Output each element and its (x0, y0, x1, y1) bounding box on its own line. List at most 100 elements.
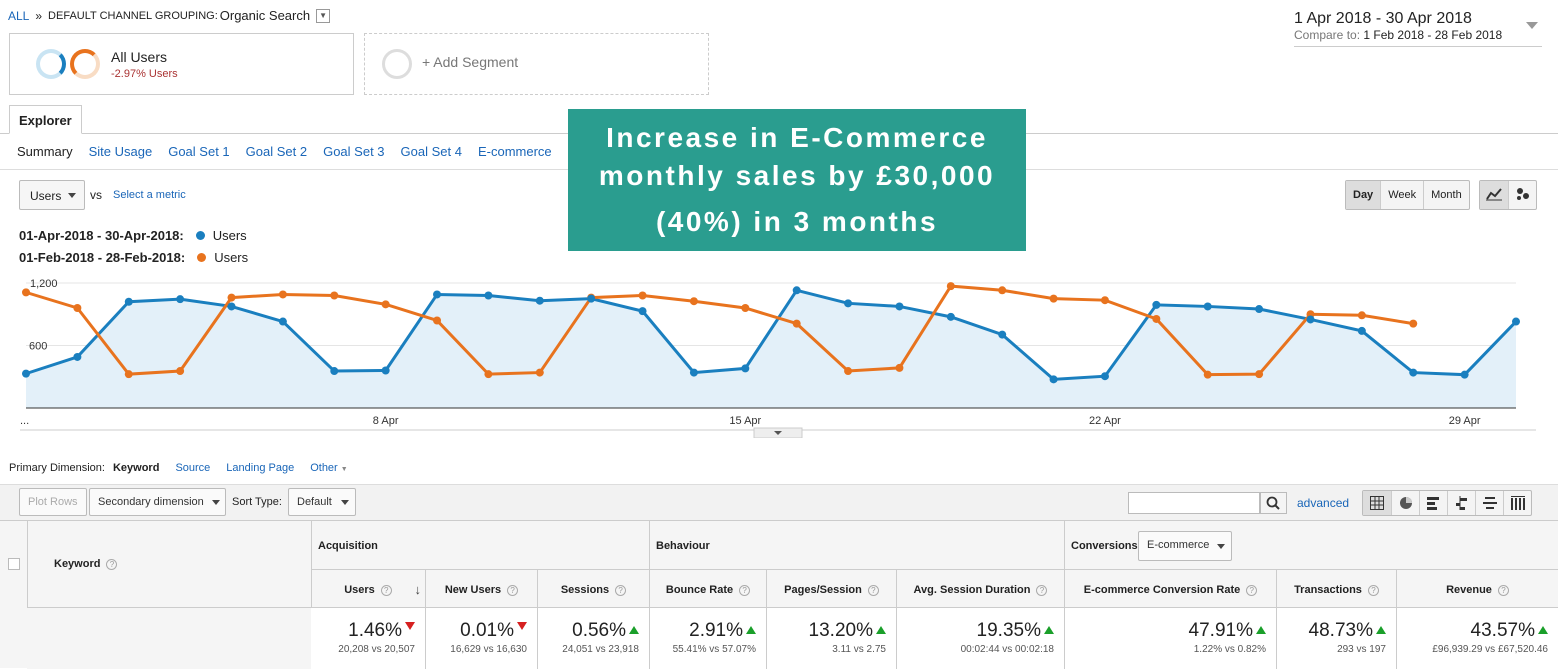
dimension-other[interactable]: Other ▼ (310, 462, 348, 474)
keyword-header[interactable]: Keyword? (54, 558, 118, 570)
total-values: 293 vs 197 (1337, 644, 1386, 655)
dimension-keyword[interactable]: Keyword (112, 462, 160, 474)
help-icon: ? (739, 585, 751, 596)
conversions-goal-value: E-commerce (1147, 539, 1210, 551)
column-header-users[interactable]: Users? ↓ (311, 569, 426, 607)
help-icon: ? (867, 585, 879, 596)
total-cell: 0.01% 16,629 vs 16,630 (426, 607, 538, 669)
help-icon: ? (1367, 585, 1379, 596)
subtab-summary[interactable]: Summary (17, 144, 73, 159)
pivot-view-icon[interactable] (1503, 491, 1531, 515)
total-values: 00:02:44 vs 00:02:18 (960, 644, 1054, 655)
chevron-down-icon[interactable]: ▼ (316, 8, 331, 23)
column-header-transactions[interactable]: Transactions? (1277, 569, 1397, 607)
performance-view-icon[interactable] (1419, 491, 1447, 515)
sort-type-select[interactable]: Default (288, 488, 356, 516)
metric-select[interactable]: Users (19, 180, 85, 210)
add-segment-button[interactable]: + Add Segment (364, 33, 709, 95)
data-point (895, 302, 904, 311)
tab-explorer[interactable]: Explorer (9, 105, 82, 134)
data-point (638, 291, 647, 300)
column-header-sessions[interactable]: Sessions? (538, 569, 650, 607)
pie-view-icon[interactable] (1391, 491, 1419, 515)
subtab-site-usage[interactable]: Site Usage (88, 144, 153, 159)
breadcrumb: ALL » DEFAULT CHANNEL GROUPING: Organic … (8, 8, 331, 23)
behaviour-group-label: Behaviour (656, 540, 710, 552)
y-tick-label: 600 (29, 341, 47, 353)
month-button[interactable]: Month (1423, 181, 1469, 209)
data-point (1255, 305, 1264, 314)
total-values: 16,629 vs 16,630 (450, 644, 527, 655)
dimension-landing-page[interactable]: Landing Page (226, 462, 295, 474)
table-view-toggle (1362, 490, 1532, 516)
chevron-down-icon (774, 431, 782, 435)
subtab-goal-set-1[interactable]: Goal Set 1 (168, 144, 230, 159)
date-range-picker[interactable]: 1 Apr 2018 - 30 Apr 2018 Compare to: 1 F… (1294, 10, 1542, 47)
secondary-dimension-select[interactable]: Secondary dimension (89, 488, 226, 516)
plot-rows-button[interactable]: Plot Rows (19, 488, 87, 516)
subtab-e-commerce[interactable]: E-commerce (477, 144, 552, 159)
breadcrumb-separator: » (35, 8, 43, 23)
comparison-view-icon[interactable] (1447, 491, 1475, 515)
data-point (484, 370, 493, 379)
data-point (1049, 375, 1058, 384)
conversions-goal-select[interactable]: E-commerce (1138, 531, 1232, 561)
total-values: £96,939.29 vs £67,520.46 (1432, 644, 1548, 655)
total-cell: 48.73% 293 vs 197 (1277, 607, 1397, 669)
dimension-source[interactable]: Source (175, 462, 211, 474)
sort-desc-icon[interactable]: ↓ (414, 582, 422, 597)
data-point (124, 297, 133, 306)
column-header-e-commerce-conversion-rate[interactable]: E-commerce Conversion Rate? (1065, 569, 1277, 607)
total-change: 0.56% (572, 620, 626, 641)
select-metric-link[interactable]: Select a metric (113, 189, 186, 201)
total-values: 3.11 vs 2.75 (832, 644, 886, 655)
term-cloud-view-icon[interactable] (1475, 491, 1503, 515)
acquisition-group-header: Acquisition (311, 521, 650, 569)
data-point (1357, 326, 1366, 335)
column-header-pages-session[interactable]: Pages/Session? (767, 569, 897, 607)
data-point (278, 317, 287, 326)
total-change: 13.20% (808, 620, 873, 641)
data-point (1203, 302, 1212, 311)
column-header-label: Pages/Session (784, 584, 862, 596)
line-chart-icon[interactable] (1480, 181, 1508, 209)
segment-all-users[interactable]: All Users -2.97% Users (9, 33, 354, 95)
search-icon[interactable] (1260, 492, 1287, 514)
legend-previous-metric: Users (214, 250, 249, 265)
series-area-fill (26, 290, 1516, 408)
total-cell: 0.56% 24,051 vs 23,918 (538, 607, 650, 669)
chevron-down-icon (68, 193, 76, 198)
data-point (946, 282, 955, 291)
data-point (381, 300, 390, 309)
week-button[interactable]: Week (1380, 181, 1423, 209)
day-button[interactable]: Day (1346, 181, 1381, 209)
arrow-down-icon (517, 622, 527, 630)
banner-line-2: monthly sales by £30,000 (598, 160, 996, 191)
sort-type-value: Default (297, 496, 332, 508)
subtab-goal-set-2[interactable]: Goal Set 2 (245, 144, 308, 159)
column-header-label: Revenue (1446, 584, 1492, 596)
segment-title: All Users (111, 49, 168, 65)
subtab-goal-set-4[interactable]: Goal Set 4 (400, 144, 462, 159)
data-point (73, 304, 82, 312)
column-header-label: Users (344, 584, 375, 596)
column-header-bounce-rate[interactable]: Bounce Rate? (650, 569, 767, 607)
total-cell: 1.46% 20,208 vs 20,507 (311, 607, 426, 669)
data-point (1152, 314, 1161, 323)
series-line-previous (25, 284, 1414, 377)
data-point (638, 307, 647, 316)
total-cell: 2.91% 55.41% vs 57.07% (650, 607, 767, 669)
data-point (1255, 370, 1264, 379)
motion-chart-icon[interactable] (1508, 181, 1536, 209)
breadcrumb-all-link[interactable]: ALL (8, 8, 30, 23)
subtab-goal-set-3[interactable]: Goal Set 3 (323, 144, 385, 159)
advanced-filter-link[interactable]: advanced (1297, 496, 1350, 510)
table-view-icon[interactable] (1363, 491, 1391, 515)
select-all-checkbox[interactable] (8, 558, 20, 570)
column-header-revenue[interactable]: Revenue? (1397, 569, 1558, 607)
data-point (792, 319, 801, 328)
table-search-input[interactable] (1128, 492, 1260, 514)
column-header-new-users[interactable]: New Users? (426, 569, 538, 607)
primary-dimension-bar: Primary Dimension: Keyword Source Landin… (9, 462, 348, 474)
column-header-avg-session-duration[interactable]: Avg. Session Duration? (897, 569, 1065, 607)
